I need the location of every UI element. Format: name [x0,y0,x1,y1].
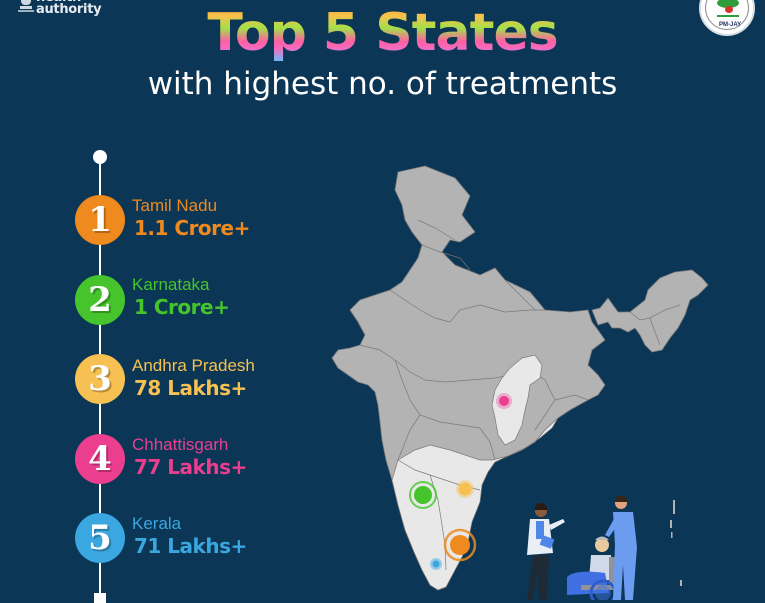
rank-badge-4: 4 [75,434,125,484]
tree-icon [717,0,739,8]
national-emblem-icon [18,0,34,15]
healthcare-workers-illustration [527,495,637,600]
india-map [331,165,709,591]
marker-chhattisgarh [496,393,512,409]
timeline-start-dot [93,150,107,164]
map-northeast [591,269,709,353]
health-authority-logo: health authority [18,0,102,17]
state-value: 77 Lakhs+ [134,455,247,479]
page-title: Top 5 States [207,3,558,63]
rank-badge-1: 1 [75,195,125,245]
page-subtitle: with highest no. of treatments [147,66,618,102]
rank-badge-5: 5 [75,513,125,563]
marker-andhra-pradesh [456,480,474,498]
patient-in-wheelchair [567,536,617,600]
state-value: 1 Crore+ [134,295,230,319]
state-value: 1.1 Crore+ [134,216,250,240]
state-name: Andhra Pradesh [132,356,255,375]
map-south-highlight [391,417,559,591]
state-name: Kerala [132,514,182,533]
state-value: 71 Lakhs+ [134,534,247,558]
state-name: Tamil Nadu [132,196,218,215]
state-item-andhra-pradesh: Andhra Pradesh 78 Lakhs+ [132,356,255,400]
logo-text: health authority [36,0,102,17]
map-islands [670,500,682,586]
state-name: Chhattisgarh [132,435,229,454]
state-item-karnataka: Karnataka 1 Crore+ [132,275,230,319]
state-item-chhattisgarh: Chhattisgarh 77 Lakhs+ [132,435,247,479]
state-name: Karnataka [132,275,210,294]
marker-tamil-nadu [443,528,477,562]
marker-kerala [430,558,442,570]
rank-badge-3: 3 [75,354,125,404]
marker-karnataka [409,481,437,509]
timeline-end-marker [94,593,106,603]
rank-badge-2: 2 [75,275,125,325]
state-item-kerala: Kerala 71 Lakhs+ [132,514,247,558]
state-value: 78 Lakhs+ [134,376,247,400]
doctor-figure [527,503,565,600]
nurse-figure [605,495,637,600]
state-item-tamil-nadu: Tamil Nadu 1.1 Crore+ [132,196,250,240]
map-chhattisgarh [491,354,543,446]
